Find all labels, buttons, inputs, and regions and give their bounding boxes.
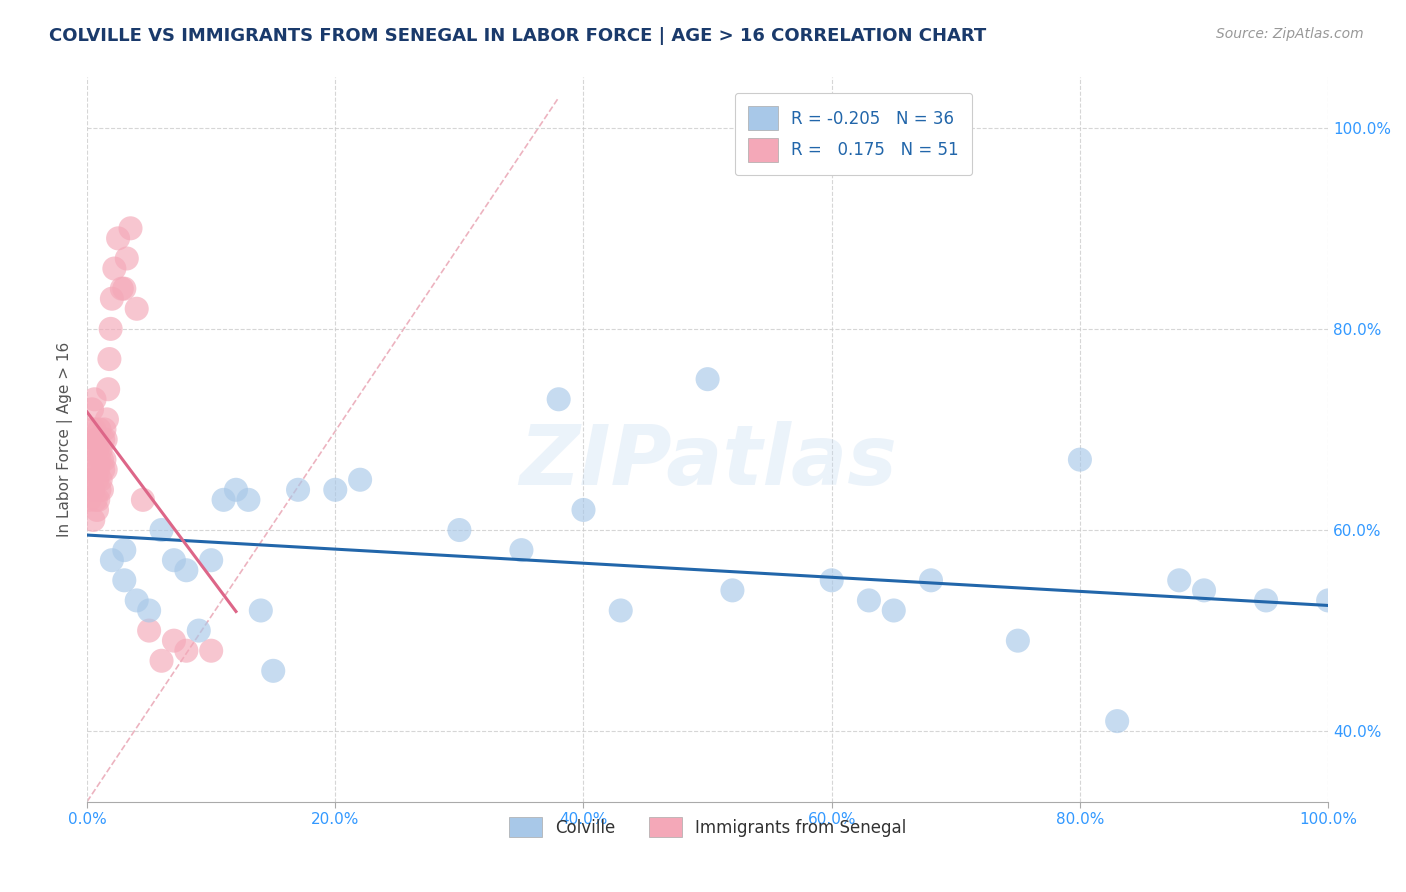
Point [94,463,117,477]
Point [138,603,160,617]
Point [107,231,129,245]
Point [82,463,104,477]
Point [97,382,120,396]
Point [98,352,121,367]
Point [83,422,105,436]
Point [80,402,103,417]
Point [89,422,111,436]
Point [138,624,160,638]
Point [91,463,114,477]
Point [115,252,138,266]
Legend: Colville, Immigrants from Senegal: Colville, Immigrants from Senegal [502,810,914,844]
Point [80,442,103,457]
Point [90,473,112,487]
Point [82,513,104,527]
Point [547,392,569,407]
Point [696,372,718,386]
Point [87,463,110,477]
Point [82,483,104,497]
Point [150,654,173,668]
Point [449,523,471,537]
Point [89,452,111,467]
Point [86,473,108,487]
Point [100,322,122,336]
Point [112,543,135,558]
Point [920,574,942,588]
Point [111,282,134,296]
Point [510,543,533,558]
Point [200,553,222,567]
Point [125,301,148,316]
Point [93,422,115,436]
Point [112,282,135,296]
Point [87,492,110,507]
Point [212,492,235,507]
Point [1107,714,1129,728]
Point [287,483,309,497]
Point [103,261,125,276]
Point [858,593,880,607]
Point [176,563,198,577]
Point [86,503,108,517]
Point [125,593,148,607]
Point [883,603,905,617]
Point [609,603,631,617]
Point [84,433,107,447]
Point [101,292,124,306]
Point [101,553,124,567]
Text: ZIPatlas: ZIPatlas [519,421,897,501]
Point [250,603,273,617]
Y-axis label: In Labor Force | Age > 16: In Labor Force | Age > 16 [58,342,73,537]
Point [572,503,595,517]
Point [96,412,118,426]
Point [1069,452,1091,467]
Point [1168,574,1191,588]
Point [84,492,107,507]
Point [1317,593,1340,607]
Point [176,643,198,657]
Point [150,523,173,537]
Text: Source: ZipAtlas.com: Source: ZipAtlas.com [1216,27,1364,41]
Point [112,574,135,588]
Point [163,553,186,567]
Point [80,422,103,436]
Point [86,442,108,457]
Point [120,221,142,235]
Point [89,483,111,497]
Point [91,452,114,467]
Point [87,433,110,447]
Point [225,483,247,497]
Point [80,473,103,487]
Point [323,483,346,497]
Point [187,624,209,638]
Point [90,442,112,457]
Point [79,492,101,507]
Point [1254,593,1277,607]
Point [821,574,844,588]
Point [238,492,260,507]
Point [200,643,222,657]
Point [83,442,105,457]
Point [721,583,744,598]
Point [1007,633,1029,648]
Point [262,664,284,678]
Point [91,483,114,497]
Point [94,433,117,447]
Point [91,433,114,447]
Point [163,633,186,648]
Point [1192,583,1215,598]
Text: COLVILLE VS IMMIGRANTS FROM SENEGAL IN LABOR FORCE | AGE > 16 CORRELATION CHART: COLVILLE VS IMMIGRANTS FROM SENEGAL IN L… [49,27,987,45]
Point [132,492,155,507]
Point [84,463,107,477]
Point [349,473,371,487]
Point [83,392,105,407]
Point [93,452,115,467]
